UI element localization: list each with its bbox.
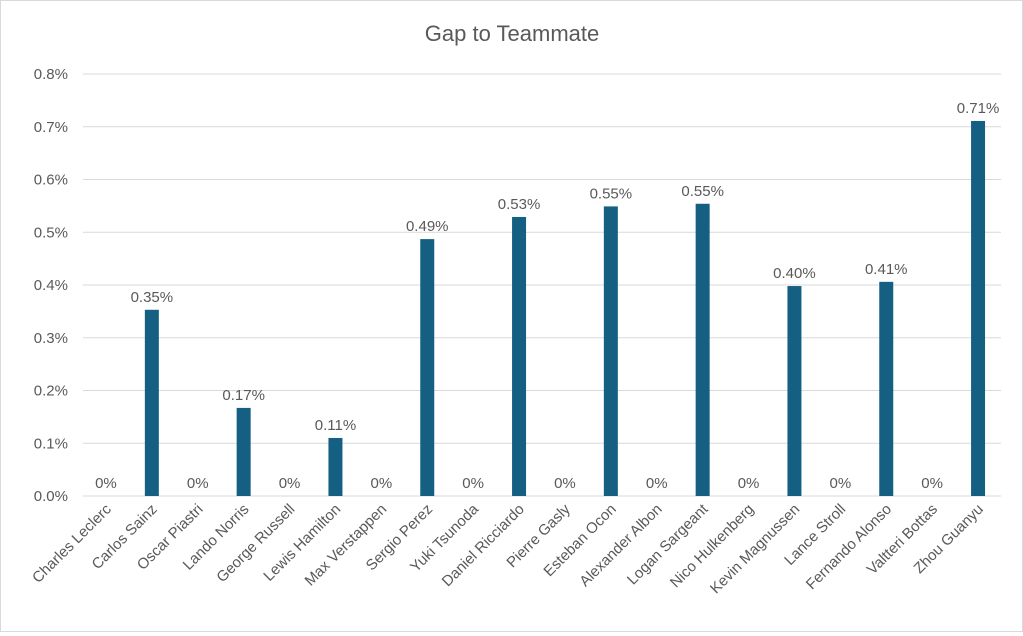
- bar: [971, 120, 986, 496]
- x-tick-label: George Russell: [213, 501, 298, 586]
- data-label: 0%: [921, 475, 943, 492]
- y-tick-label: 0.2%: [34, 383, 68, 400]
- y-tick-label: 0.6%: [34, 172, 68, 189]
- data-label: 0%: [738, 475, 760, 492]
- data-label: 0%: [554, 475, 576, 492]
- x-tick-label: Max Verstappen: [302, 501, 391, 590]
- data-label: 0.17%: [222, 387, 265, 404]
- data-label: 0.40%: [773, 265, 816, 282]
- data-label: 0%: [371, 475, 393, 492]
- bar: [236, 407, 251, 496]
- bar: [787, 286, 802, 496]
- x-tick-label: Logan Sargeant: [624, 500, 712, 588]
- x-tick-label: Alexander Albon: [576, 501, 665, 590]
- data-label: 0.53%: [498, 196, 541, 213]
- data-label: 0.41%: [865, 261, 908, 278]
- data-label: 0.55%: [590, 185, 633, 202]
- data-label: 0%: [95, 475, 117, 492]
- data-label: 0%: [462, 475, 484, 492]
- bar: [512, 216, 527, 496]
- bar: [144, 309, 159, 496]
- bar: [603, 206, 618, 496]
- data-label: 0.35%: [131, 289, 174, 306]
- y-tick-label: 0.8%: [34, 66, 68, 83]
- x-tick-label: Nico Hulkenberg: [667, 501, 757, 591]
- y-tick-label: 0.7%: [34, 119, 68, 136]
- y-tick-label: 0.3%: [34, 330, 68, 347]
- x-tick-label: Daniel Ricciardo: [439, 501, 528, 590]
- bar: [695, 203, 710, 496]
- bar: [328, 437, 343, 496]
- bar: [879, 281, 894, 496]
- y-tick-label: 0.5%: [34, 224, 68, 241]
- data-label: 0.49%: [406, 218, 449, 235]
- data-label: 0%: [187, 475, 209, 492]
- y-tick-label: 0.1%: [34, 435, 68, 452]
- data-label: 0%: [646, 475, 668, 492]
- x-tick-label: Charles Leclerc: [29, 500, 115, 586]
- data-label: 0%: [279, 475, 301, 492]
- data-label: 0.55%: [681, 183, 724, 200]
- chart-title: Gap to Teammate: [425, 21, 599, 46]
- data-label: 0%: [830, 475, 852, 492]
- bar: [420, 239, 435, 497]
- x-tick-label: Fernando Alonso: [803, 501, 895, 593]
- data-label: 0.11%: [315, 417, 356, 434]
- data-label: 0.71%: [957, 100, 1000, 117]
- y-tick-label: 0.4%: [34, 277, 68, 294]
- y-tick-label: 0.0%: [34, 488, 68, 505]
